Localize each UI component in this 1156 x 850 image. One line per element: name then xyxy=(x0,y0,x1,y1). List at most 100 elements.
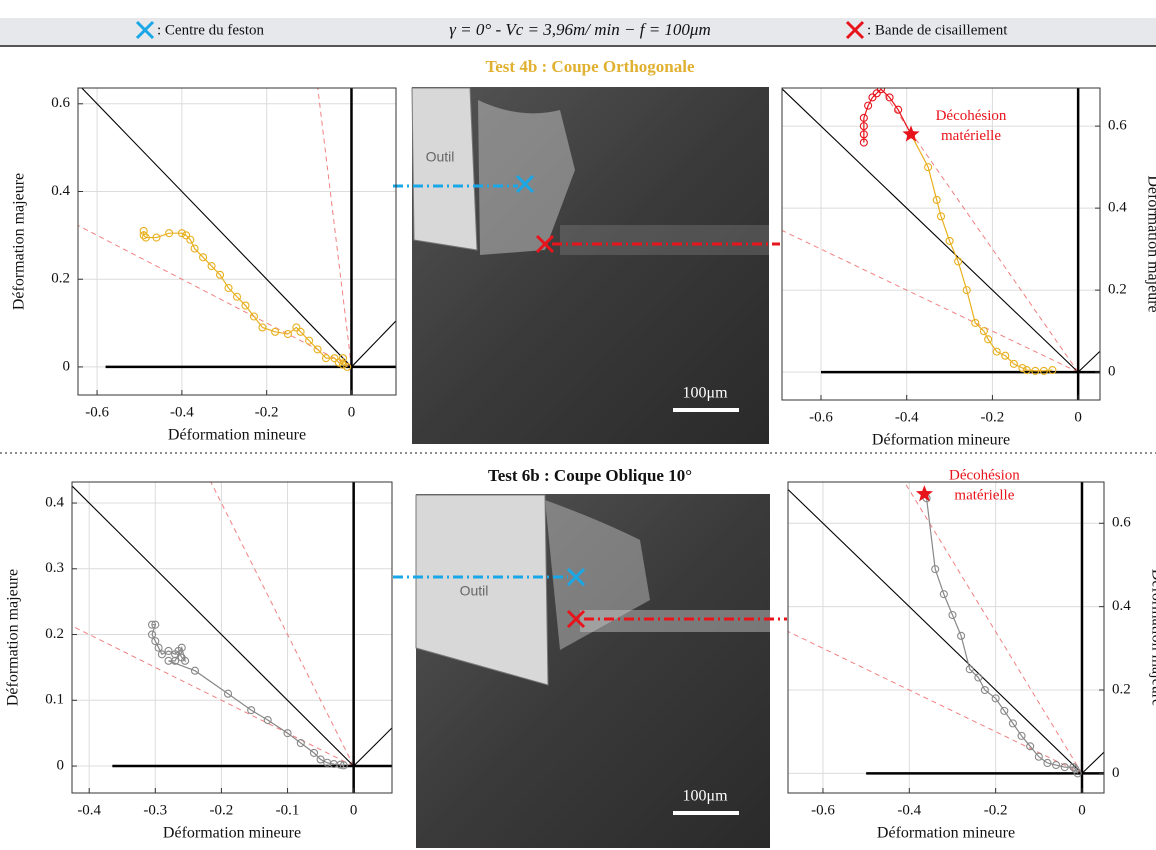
x-tick-label: -0.6 xyxy=(811,802,835,818)
point xyxy=(181,656,190,665)
point xyxy=(965,665,974,674)
point xyxy=(876,88,886,94)
point xyxy=(186,235,195,244)
point xyxy=(931,565,940,574)
reference-line xyxy=(351,320,396,368)
reference-line xyxy=(788,489,1083,774)
legend-cross xyxy=(135,20,155,40)
point xyxy=(1048,366,1057,375)
tool-label: Outil xyxy=(426,149,455,165)
x-tick-label: -0.6 xyxy=(85,404,109,420)
point xyxy=(962,286,971,295)
y-tick-label: 0.4 xyxy=(1108,200,1127,216)
y-tick-label: 0.2 xyxy=(1108,282,1127,298)
point xyxy=(991,694,1000,703)
plot-frame xyxy=(787,481,1105,794)
y-tick-label: 0.4 xyxy=(51,183,70,199)
chip-texture xyxy=(478,100,575,255)
point xyxy=(1026,742,1035,751)
annotation: matérielle xyxy=(954,488,1014,504)
y-tick-label: 0.2 xyxy=(51,271,70,287)
reference-line xyxy=(1081,751,1104,774)
series-line xyxy=(925,498,1079,774)
point xyxy=(223,689,233,698)
point xyxy=(292,323,301,332)
y-tick-label: 0.6 xyxy=(1108,118,1127,134)
point xyxy=(190,244,199,253)
point xyxy=(232,292,242,301)
point xyxy=(151,637,160,646)
plot xyxy=(72,482,392,793)
point xyxy=(190,666,200,675)
point xyxy=(258,323,267,332)
point xyxy=(1009,359,1018,368)
point xyxy=(164,656,173,665)
x-tick-label: -0.2 xyxy=(981,409,1005,425)
plot-frame xyxy=(77,87,397,396)
point xyxy=(859,113,868,122)
y-tick-label: 0 xyxy=(63,358,71,374)
point xyxy=(894,105,903,114)
point xyxy=(177,643,186,652)
point xyxy=(1008,719,1017,728)
point xyxy=(948,610,957,620)
star-marker xyxy=(902,125,920,142)
point xyxy=(283,329,292,339)
reference-line xyxy=(782,88,1079,373)
x-tick-label: -0.3 xyxy=(143,802,167,818)
x-tick-label: -0.4 xyxy=(170,404,194,420)
shear-texture xyxy=(560,225,769,255)
point xyxy=(271,327,280,336)
point xyxy=(241,301,250,310)
point xyxy=(859,138,868,147)
cross xyxy=(515,174,535,194)
point xyxy=(1031,366,1040,375)
point xyxy=(177,229,186,238)
x-axis-label: Déformation mineure xyxy=(168,427,306,444)
point xyxy=(868,93,877,102)
legend-cross xyxy=(845,20,865,40)
point xyxy=(974,673,983,682)
point xyxy=(1052,761,1061,770)
tool xyxy=(411,87,478,251)
point xyxy=(954,257,963,266)
point xyxy=(1018,363,1027,373)
point xyxy=(924,163,933,172)
point xyxy=(343,362,352,371)
point xyxy=(164,646,173,656)
point xyxy=(224,283,233,293)
x-tick-label: -0.4 xyxy=(895,409,919,425)
shear-texture xyxy=(580,610,770,632)
x-tick-label: -0.2 xyxy=(984,802,1008,818)
point xyxy=(957,631,966,640)
reference-line xyxy=(317,88,352,367)
reference-line xyxy=(1077,350,1100,373)
legend-label: : Bande de cisaillement xyxy=(867,22,1008,38)
x-axis-label: Déformation mineure xyxy=(872,432,1010,449)
x-tick-label: 0 xyxy=(1074,409,1082,425)
tool xyxy=(415,494,549,686)
cross xyxy=(566,567,586,587)
point xyxy=(936,212,946,221)
x-tick-label: -0.6 xyxy=(809,409,833,425)
point xyxy=(1001,351,1010,360)
panel-title: Test 4b : Coupe Orthogonale xyxy=(485,57,695,76)
reference-line xyxy=(72,485,355,767)
point xyxy=(939,590,948,599)
y-tick-label: 0.2 xyxy=(1112,681,1131,697)
plot-frame xyxy=(781,87,1101,401)
reference-line xyxy=(81,88,352,368)
point xyxy=(309,748,319,757)
reference-line xyxy=(210,482,355,767)
point xyxy=(1071,765,1080,774)
point xyxy=(330,354,339,363)
y-tick-label: 0.1 xyxy=(45,692,64,708)
point xyxy=(157,650,166,659)
point xyxy=(139,231,148,240)
point xyxy=(334,358,343,367)
point xyxy=(1073,769,1082,778)
x-tick-label: 0 xyxy=(350,802,358,818)
x-tick-label: -0.4 xyxy=(77,802,101,818)
point xyxy=(1069,763,1078,772)
x-tick-label: -0.2 xyxy=(210,802,234,818)
